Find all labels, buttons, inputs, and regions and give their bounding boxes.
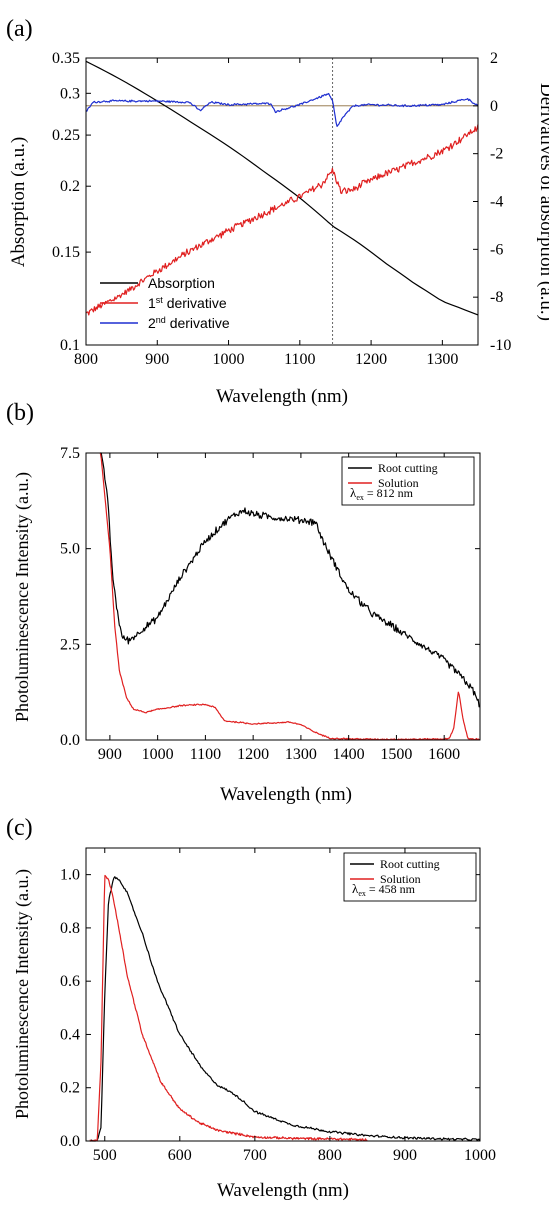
- panel-b-series-root-cutting: [100, 452, 481, 708]
- panel-b-y-tick-label: 5.0: [60, 541, 80, 558]
- panel-c-excitation-note: λex = 458 nm: [352, 881, 416, 898]
- panel-a-y-tick-label: 0.35: [52, 50, 80, 67]
- panel-a-x-tick-label: 1200: [355, 351, 387, 368]
- panel-c-legend-label: Solution: [380, 872, 421, 886]
- panel-b-legend-label: Solution: [378, 476, 419, 490]
- panel-b-x-tick-label: 1300: [285, 746, 317, 763]
- panel-b-x-tick-label: 1100: [190, 746, 221, 763]
- panel-a-legend: Absorption 1st derivative 2nd derivative: [100, 275, 230, 331]
- panel-a-x-tick-label: 1100: [284, 351, 315, 368]
- panel-c-legend-box: [343, 852, 477, 902]
- panel-b-legend-box: [341, 456, 475, 506]
- panel-a: (a) 800 900 1000 1100 1200 1300 0.1 0.15 0.2 0.25…: [6, 16, 549, 407]
- panel-b-x-axis-label: Wavelength (nm): [220, 784, 352, 805]
- panel-a-x-tick-label: 1000: [213, 351, 245, 368]
- panel-a-y2-tick-label: -6: [490, 241, 503, 258]
- panel-c-legend-label: Root cutting: [380, 857, 440, 871]
- panel-a-x-tick-label: 800: [74, 351, 98, 368]
- panel-a-y-tick-label: 0.15: [52, 244, 80, 261]
- panel-b-excitation-note: λex = 812 nm: [350, 485, 414, 502]
- panel-b-x-tick-label: 1600: [428, 746, 460, 763]
- panel-c-x-tick-label: 800: [318, 1147, 342, 1164]
- panel-a-y-tick-label: 0.25: [52, 127, 80, 144]
- panel-a-y2-tick-label: -8: [490, 289, 503, 306]
- panel-a-x-axis-label: Wavelength (nm): [216, 386, 348, 407]
- panel-b-x-tick-label: 1400: [333, 746, 365, 763]
- panel-c-x-tick-label: 1000: [464, 1147, 496, 1164]
- panel-c-label: (c): [6, 815, 33, 841]
- panel-a-legend-label: 1st derivative: [148, 295, 227, 311]
- panel-b-x-tick-label: 1500: [380, 746, 412, 763]
- panel-a-legend-label: Absorption: [148, 275, 215, 291]
- panel-a-y2-tick-label: 2: [490, 50, 498, 67]
- panel-a-y2-tick-label: 0: [490, 98, 498, 115]
- panel-a-y-tick-label: 0.1: [60, 337, 80, 354]
- panel-a-series-absorption: [85, 60, 479, 316]
- panel-b-y-axis-label: Photoluminescence Intensity (a.u.): [12, 472, 33, 722]
- panel-a-y2-tick-label: -4: [490, 194, 503, 211]
- panel-a-y2-tick-label: -2: [490, 146, 503, 163]
- panel-c: (c) 500 600 700 800 900 1000 0.0 0.2 0.4 0.6 0.8 1.…: [6, 815, 496, 1201]
- panel-c-x-axis-label: Wavelength (nm): [217, 1180, 349, 1201]
- panel-c-y-axis-label: Photoluminescence Intensity (a.u.): [12, 869, 33, 1119]
- panel-b-y-tick-label: 0.0: [60, 732, 80, 749]
- panel-c-series-solution: [89, 874, 368, 1142]
- panel-c-plot-frame: [85, 847, 481, 1142]
- panel-b-y-tick-label: 2.5: [60, 636, 80, 653]
- panel-a-y2-tick-label: -10: [490, 337, 511, 354]
- panel-c-y-tick-label: 0.6: [60, 973, 80, 990]
- panel-a-y2-axis-label: Derivatives of absorption (a.u.): [536, 83, 549, 321]
- panel-c-x-tick-label: 700: [243, 1147, 267, 1164]
- panel-b-y-tick-label: 7.5: [60, 445, 80, 462]
- panel-c-x-tick-label: 600: [168, 1147, 192, 1164]
- panel-c-y-tick-label: 0.0: [60, 1133, 80, 1150]
- panel-a-series-1st-derivative: [85, 124, 479, 316]
- panel-a-legend-label: 2nd derivative: [148, 315, 230, 331]
- panel-c-series-root-cutting: [89, 876, 481, 1142]
- panel-a-label: (a): [6, 16, 33, 42]
- panel-a-x-tick-label: 900: [145, 351, 169, 368]
- panel-c-x-tick-label: 500: [93, 1147, 117, 1164]
- panel-a-y-tick-label: 0.2: [60, 178, 80, 195]
- panel-b-x-tick-label: 900: [98, 746, 122, 763]
- panel-c-y-tick-label: 1.0: [60, 867, 80, 884]
- panel-a-x-tick-label: 1300: [426, 351, 458, 368]
- panel-a-y-tick-label: 0.3: [60, 85, 80, 102]
- panel-b-x-tick-label: 1000: [142, 746, 174, 763]
- panel-b-label: (b): [6, 400, 34, 426]
- panel-b-x-tick-label: 1200: [237, 746, 269, 763]
- panel-c-y-tick-label: 0.4: [60, 1026, 80, 1043]
- panel-a-series-2nd-derivative: [85, 92, 479, 127]
- panel-a-y-axis-label: Absorption (a.u.): [8, 137, 29, 267]
- panel-b-series-solution: [99, 452, 481, 741]
- panel-c-x-tick-label: 900: [393, 1147, 417, 1164]
- panel-b-plot-frame: [85, 452, 481, 741]
- panel-c-y-tick-label: 0.2: [60, 1080, 80, 1097]
- panel-b-legend-label: Root cutting: [378, 461, 438, 475]
- panel-b: (b) 900 1000 1100 1200 1300 1400 1500 1600 0.0 2.…: [6, 400, 481, 805]
- panel-c-y-tick-label: 0.8: [60, 920, 80, 937]
